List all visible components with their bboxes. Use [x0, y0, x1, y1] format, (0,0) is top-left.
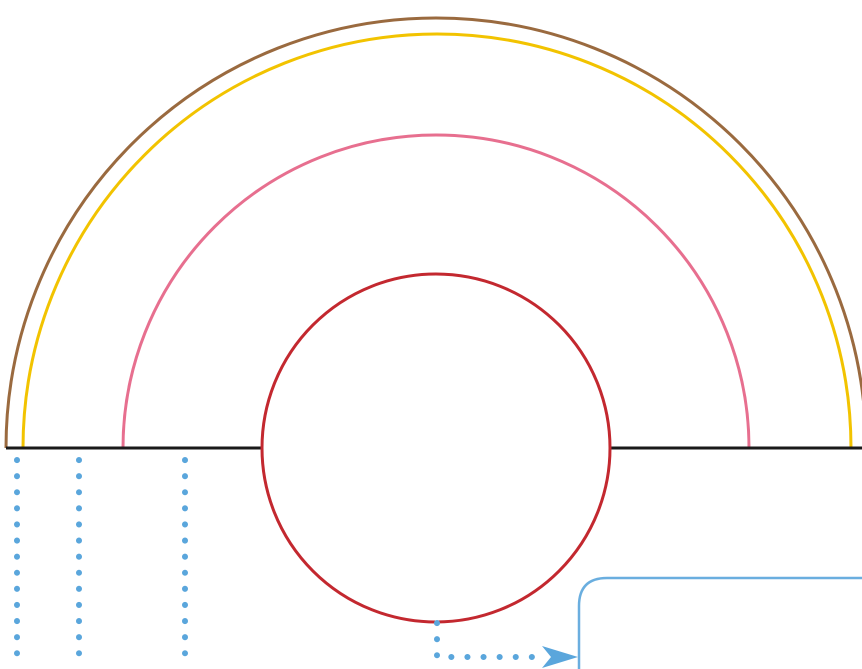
red-circle — [260, 272, 612, 624]
outer-brown-arc — [4, 16, 862, 449]
yellow-arc — [21, 32, 853, 449]
dotted-arrow-connector — [434, 620, 543, 660]
arrow-head — [542, 646, 578, 668]
rounded-box — [577, 576, 862, 669]
pink-arc — [121, 133, 751, 449]
